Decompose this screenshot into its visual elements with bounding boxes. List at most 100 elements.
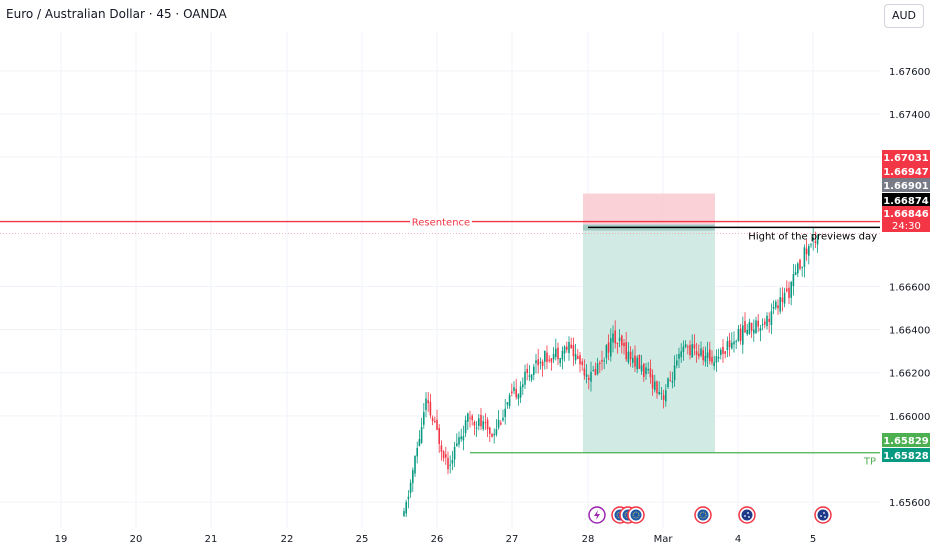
candle-body — [764, 321, 766, 325]
candle-body — [427, 400, 429, 404]
candle-body — [552, 353, 555, 360]
currency-button[interactable]: AUD — [884, 4, 924, 28]
candle-body — [638, 355, 641, 369]
candle-body — [559, 358, 561, 364]
candle-body — [783, 292, 786, 304]
candle-body — [530, 374, 533, 380]
candle-body — [812, 237, 814, 241]
candle-body — [779, 297, 781, 312]
candle-body — [607, 342, 610, 353]
candle-body — [592, 370, 594, 372]
candle-body — [524, 371, 526, 385]
candle-body — [429, 401, 432, 416]
candle-body — [665, 390, 667, 402]
x-tick-label: 5 — [810, 534, 816, 545]
globe-event-icon — [694, 506, 712, 524]
candle-body — [464, 420, 467, 434]
candle-body — [403, 511, 405, 516]
candle-body — [775, 301, 777, 308]
levels: Resentence Hight of the previews day TP — [0, 214, 880, 468]
x-tick-label: 20 — [130, 534, 143, 545]
candle-body — [471, 415, 473, 421]
candle-body — [700, 348, 702, 356]
y-axis: 1.676001.674001.672001.666001.664001.662… — [882, 67, 930, 509]
candle-body — [777, 305, 779, 309]
globe-event-icon — [627, 506, 645, 524]
candle-body — [590, 371, 592, 382]
countdown-label: 24:30 — [892, 221, 921, 232]
candle-body — [770, 311, 773, 326]
candle-body — [535, 360, 537, 364]
take-profit-zone — [583, 224, 715, 453]
candle-body — [423, 412, 425, 425]
candle-body — [816, 238, 819, 245]
candle-body — [790, 281, 792, 298]
grid — [0, 32, 880, 528]
candle-body — [544, 350, 546, 362]
candle-body — [539, 362, 542, 364]
candle-body — [713, 362, 715, 367]
x-tick-label: 26 — [431, 534, 444, 545]
candle-body — [548, 359, 550, 361]
position-zones — [583, 193, 715, 453]
price-label: 1.67031 — [883, 153, 929, 164]
candle-body — [748, 322, 751, 334]
candle-body — [603, 360, 605, 362]
candle-body — [649, 368, 652, 378]
candle-body — [451, 460, 454, 464]
candle-body — [761, 324, 764, 326]
candle-body — [469, 417, 471, 419]
stop-loss-zone — [583, 193, 715, 225]
candle-body — [453, 446, 456, 460]
candle-body — [684, 344, 687, 347]
event-markers — [588, 506, 832, 524]
price-label-bg — [882, 206, 930, 220]
candle-body — [755, 320, 757, 333]
candle-body — [695, 351, 698, 355]
price-label: 1.66901 — [883, 181, 929, 192]
candle-body — [500, 422, 502, 425]
candle-body — [550, 358, 553, 363]
candle-body — [478, 418, 480, 426]
candle-body — [566, 346, 568, 350]
y-tick-label: 1.66200 — [889, 369, 930, 380]
candle-body — [645, 367, 647, 375]
candle-body — [693, 344, 696, 349]
candle-body — [568, 341, 570, 353]
resistance-label: Resentence — [412, 218, 470, 229]
candle-body — [726, 341, 729, 351]
candle-body — [434, 420, 436, 422]
candle-body — [570, 344, 572, 349]
candle-body — [537, 359, 539, 366]
candle-body — [691, 344, 693, 358]
candle-body — [420, 427, 423, 443]
x-tick-label: 22 — [281, 534, 294, 545]
candle-body — [438, 427, 440, 445]
candle-body — [594, 369, 597, 375]
candle-body — [407, 496, 410, 500]
candle-body — [676, 360, 678, 366]
candle-body — [814, 241, 817, 243]
candle-body — [689, 344, 691, 356]
candle-body — [731, 342, 733, 349]
candle-body — [618, 337, 621, 341]
x-tick-label: 25 — [356, 534, 369, 545]
candle-body — [629, 351, 632, 360]
candle-body — [742, 325, 744, 345]
candle-body — [533, 366, 535, 375]
candle-body — [786, 288, 788, 292]
candle-body — [797, 263, 799, 274]
x-tick-label: 21 — [205, 534, 218, 545]
candle-body — [810, 244, 812, 246]
candle-body — [746, 329, 748, 335]
candle-body — [563, 346, 566, 354]
candle-body — [460, 436, 462, 440]
candle-body — [687, 346, 689, 348]
candle-body — [473, 421, 476, 426]
candle-body — [486, 419, 489, 430]
candle-body — [728, 340, 731, 348]
candle-body — [480, 414, 482, 427]
candle-body — [768, 318, 770, 323]
candle-body — [458, 437, 460, 445]
